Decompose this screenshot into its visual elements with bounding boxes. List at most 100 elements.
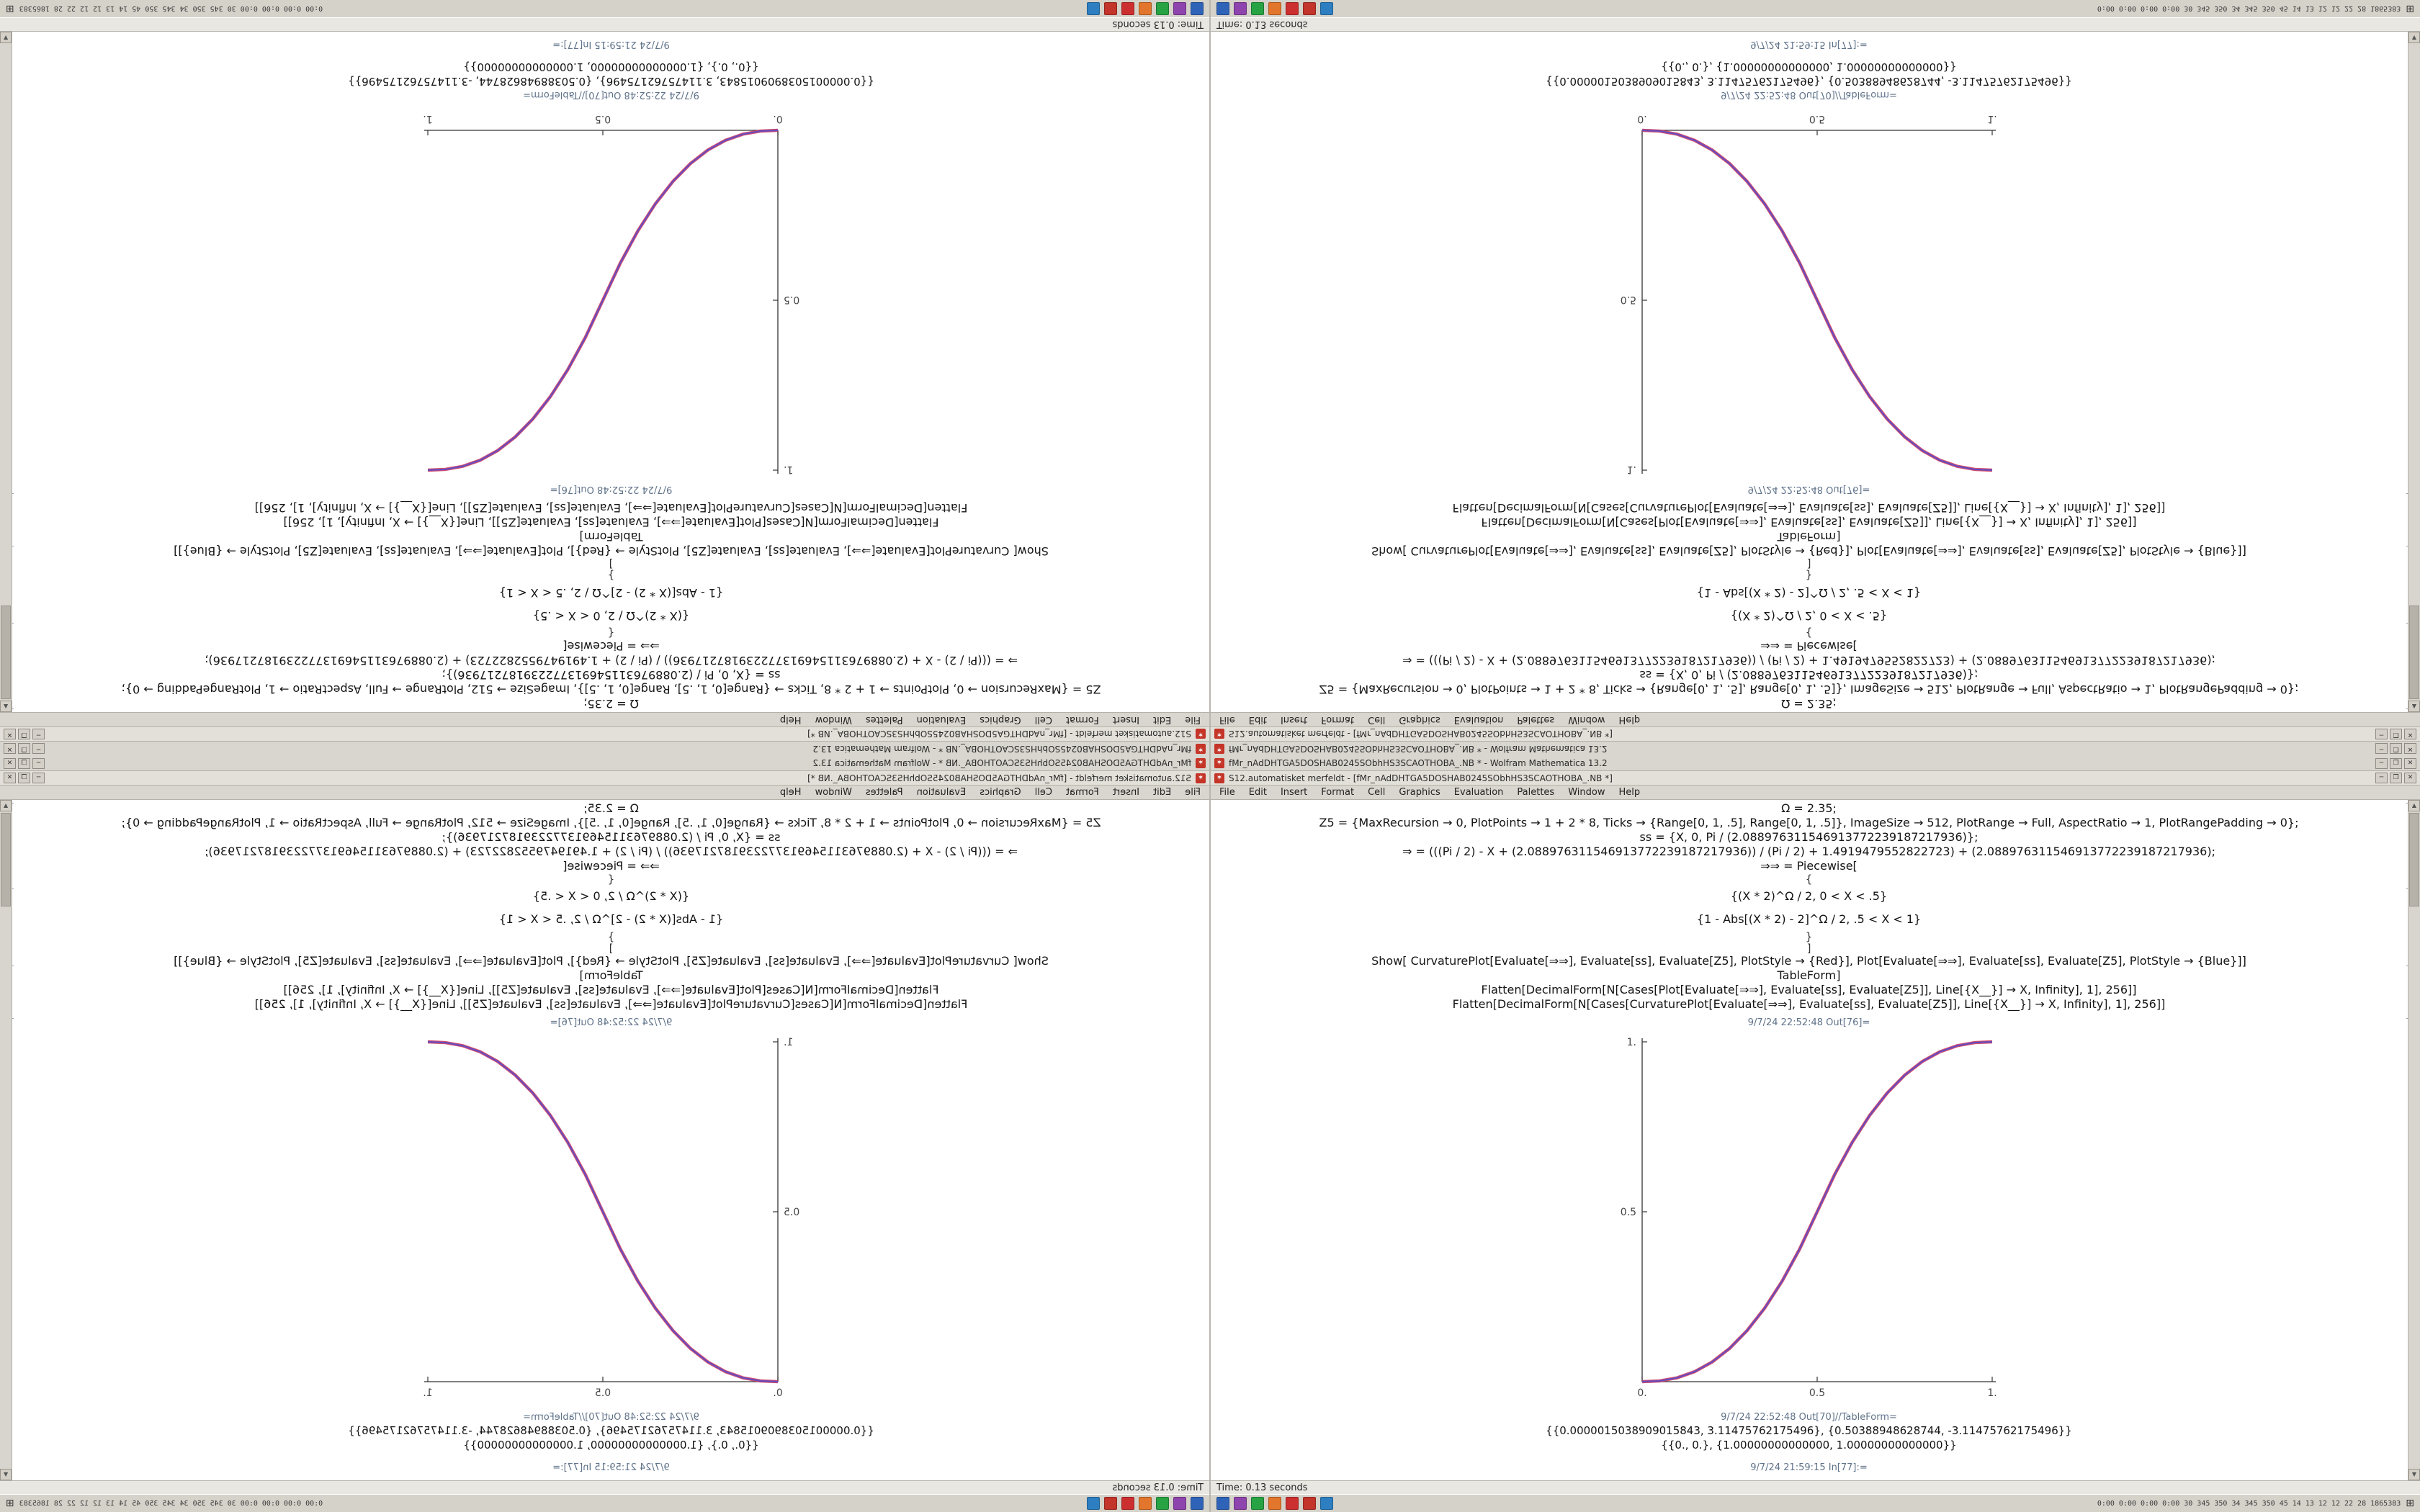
notebook-cell-brace[interactable]: } xyxy=(1805,569,1813,582)
doc-close-button[interactable]: ✕ xyxy=(2404,773,2416,783)
notebook-cell-piece[interactable]: {(X * 2)^Ω / 2, 0 < X < .5} xyxy=(532,609,690,623)
notebook-cell-code[interactable]: Ω = 2.35; xyxy=(583,801,639,815)
window-titlebar[interactable]: ✶ fMr_nAdDHTGA5DOSHAB0245SObhHS3SCAOTHOB… xyxy=(1211,756,2420,771)
taskbar-app-icon-4[interactable] xyxy=(1139,2,1152,15)
taskbar-app-icon-3[interactable] xyxy=(1156,1497,1169,1510)
scrollbar-thumb[interactable] xyxy=(1,606,11,699)
notebook-cell-piece[interactable]: {(X * 2)^Ω / 2, 0 < X < .5} xyxy=(532,889,690,903)
notebook-cell-code[interactable]: Ω = 2.35; xyxy=(1781,801,1837,815)
scrollbar-track[interactable] xyxy=(0,43,12,604)
doc-close-button[interactable]: ✕ xyxy=(4,773,16,783)
notebook-cell-code[interactable]: Flatten[DecimalForm[N[Cases[CurvaturePlo… xyxy=(1452,997,2166,1011)
scroll-down-button[interactable]: ▼ xyxy=(0,1469,12,1480)
taskbar-app-icon-2[interactable] xyxy=(1234,1497,1247,1510)
document-titlebar[interactable]: ✶ S12.automatisket merfeldt - [fMr_nAdDH… xyxy=(1211,726,2420,741)
doc-restore-button[interactable]: ❐ xyxy=(2390,729,2402,739)
notebook-cell-brace[interactable]: } xyxy=(607,569,615,582)
scroll-down-button[interactable]: ▼ xyxy=(2408,32,2420,43)
tray-icon[interactable]: ⊞ xyxy=(6,3,14,14)
notebook-cell-piece[interactable]: {1 - Abs[(X * 2) - 2]^Ω / 2, .5 < X < 1} xyxy=(498,912,724,926)
notebook-cell-code[interactable]: ss = {X, 0, Pi / (2.08897631154691377223… xyxy=(1639,668,1978,682)
doc-restore-button[interactable]: ❐ xyxy=(2390,773,2402,783)
menu-file[interactable]: File xyxy=(1219,787,1235,798)
scrollbar-thumb[interactable] xyxy=(2409,813,2419,906)
document-titlebar[interactable]: ✶ S12.automatisket merfeldt - [fMr_nAdDH… xyxy=(0,771,1209,786)
menu-edit[interactable]: Edit xyxy=(1248,714,1267,725)
notebook-cell-brace[interactable]: ] xyxy=(1806,942,1811,955)
minimize-button[interactable]: ─ xyxy=(2375,757,2388,769)
taskbar-app-icon-5[interactable] xyxy=(1286,1497,1299,1510)
vertical-scrollbar[interactable]: ▲ ▼ xyxy=(2408,800,2420,1480)
notebook-cell-code[interactable]: ⇒ = (((Pi / 2) - X + (2.0889763115469137… xyxy=(1402,654,2215,667)
notebook-cell-brace[interactable]: { xyxy=(1805,873,1813,886)
notebook-cell-code[interactable]: ss = {X, 0, Pi / (2.08897631154691377223… xyxy=(1639,830,1978,844)
notebook-cell-code[interactable]: ⇒ = (((Pi / 2) - X + (2.0889763115469137… xyxy=(1402,845,2215,858)
notebook-cell-code[interactable]: Show[ CurvaturePlot[Evaluate[⇒⇒], Evalua… xyxy=(174,544,1049,558)
notebook-cell-code[interactable]: ⇒⇒ = Piecewise[ xyxy=(563,639,660,653)
menu-format[interactable]: Format xyxy=(1065,787,1099,798)
taskbar-app-icon-3[interactable] xyxy=(1156,2,1169,15)
menu-cell[interactable]: Cell xyxy=(1368,787,1386,798)
notebook-cell-brace[interactable]: ] xyxy=(1806,557,1811,570)
menu-file[interactable]: File xyxy=(1185,714,1201,725)
menu-evaluation[interactable]: Evaluation xyxy=(1453,787,1504,798)
restore-button[interactable]: ❐ xyxy=(18,743,30,755)
taskbar-app-icon-7[interactable] xyxy=(1087,2,1100,15)
notebook-cell-code[interactable]: ⇒⇒ = Piecewise[ xyxy=(1760,639,1857,653)
window-titlebar[interactable]: ✶ fMr_nAdDHTGA5DOSHAB0245SObhHS3SCAOTHOB… xyxy=(0,741,1209,756)
tray-icon[interactable]: ⊞ xyxy=(2406,3,2414,14)
notebook-cell-piece[interactable]: {(X * 2)^Ω / 2, 0 < X < .5} xyxy=(1730,889,1888,903)
notebook-cell-brace[interactable]: ] xyxy=(609,942,614,955)
menu-edit[interactable]: Edit xyxy=(1153,714,1172,725)
menu-file[interactable]: File xyxy=(1185,787,1201,798)
menu-insert[interactable]: Insert xyxy=(1112,787,1140,798)
taskbar-app-icon-6[interactable] xyxy=(1303,2,1316,15)
taskbar-app-icon-7[interactable] xyxy=(1087,1497,1100,1510)
taskbar-app-icon-7[interactable] xyxy=(1320,2,1333,15)
doc-minimize-button[interactable]: ─ xyxy=(2375,729,2388,739)
notebook-cell-code[interactable]: TableForm] xyxy=(1777,530,1841,544)
menu-help[interactable]: Help xyxy=(1618,787,1641,798)
notebook-cell-code[interactable]: Ω = 2.35; xyxy=(1781,697,1837,711)
restore-button[interactable]: ❐ xyxy=(18,757,30,769)
notebook-cell-code[interactable]: ⇒⇒ = Piecewise[ xyxy=(1760,859,1857,873)
menu-format[interactable]: Format xyxy=(1321,787,1355,798)
menu-help[interactable]: Help xyxy=(1618,714,1641,725)
menu-cell[interactable]: Cell xyxy=(1034,714,1052,725)
window-titlebar[interactable]: ✶ fMr_nAdDHTGA5DOSHAB0245SObhHS3SCAOTHOB… xyxy=(1211,741,2420,756)
taskbar-app-icon-1[interactable] xyxy=(1191,2,1204,15)
menu-evaluation[interactable]: Evaluation xyxy=(916,714,967,725)
taskbar-app-icon-4[interactable] xyxy=(1268,1497,1281,1510)
menu-graphics[interactable]: Graphics xyxy=(980,787,1021,798)
notebook-cell-code[interactable]: Ω = 2.35; xyxy=(583,697,639,711)
taskbar-app-icon-4[interactable] xyxy=(1268,2,1281,15)
doc-restore-button[interactable]: ❐ xyxy=(18,773,30,783)
menu-edit[interactable]: Edit xyxy=(1248,787,1267,798)
notebook-cell-brace[interactable]: } xyxy=(1805,930,1813,943)
menu-cell[interactable]: Cell xyxy=(1034,787,1052,798)
menu-insert[interactable]: Insert xyxy=(1280,714,1308,725)
menu-insert[interactable]: Insert xyxy=(1112,714,1140,725)
menu-file[interactable]: File xyxy=(1219,714,1235,725)
scroll-up-button[interactable]: ▲ xyxy=(0,800,12,811)
taskbar-app-icon-3[interactable] xyxy=(1251,2,1264,15)
scrollbar-thumb[interactable] xyxy=(2409,606,2419,699)
notebook-cell-piece[interactable]: {1 - Abs[(X * 2) - 2]^Ω / 2, .5 < X < 1} xyxy=(498,586,724,600)
scroll-up-button[interactable]: ▲ xyxy=(2408,800,2420,811)
taskbar-app-icon-7[interactable] xyxy=(1320,1497,1333,1510)
notebook-cell-code[interactable]: Z5 = {MaxRecursion → 0, PlotPoints → 1 +… xyxy=(1319,683,2299,696)
notebook-cell-code[interactable]: Flatten[DecimalForm[N[Cases[Plot[Evaluat… xyxy=(1481,983,2137,996)
scrollbar-track[interactable] xyxy=(0,908,12,1469)
notebook-cell-code[interactable]: ss = {X, 0, Pi / (2.08897631154691377223… xyxy=(442,830,781,844)
vertical-scrollbar[interactable]: ▲ ▼ xyxy=(0,32,12,712)
menu-window[interactable]: Window xyxy=(815,714,852,725)
window-titlebar[interactable]: ✶ fMr_nAdDHTGA5DOSHAB0245SObhHS3SCAOTHOB… xyxy=(0,756,1209,771)
notebook-cell-code[interactable]: TableForm] xyxy=(1777,968,1841,982)
menu-window[interactable]: Window xyxy=(1568,787,1605,798)
menu-palettes[interactable]: Palettes xyxy=(865,787,903,798)
menu-palettes[interactable]: Palettes xyxy=(865,714,903,725)
taskbar-app-icon-1[interactable] xyxy=(1216,1497,1229,1510)
document-titlebar[interactable]: ✶ S12.automatisket merfeldt - [fMr_nAdDH… xyxy=(1211,771,2420,786)
taskbar-app-icon-2[interactable] xyxy=(1173,2,1186,15)
notebook-cell-code[interactable]: ss = {X, 0, Pi / (2.08897631154691377223… xyxy=(442,668,781,682)
